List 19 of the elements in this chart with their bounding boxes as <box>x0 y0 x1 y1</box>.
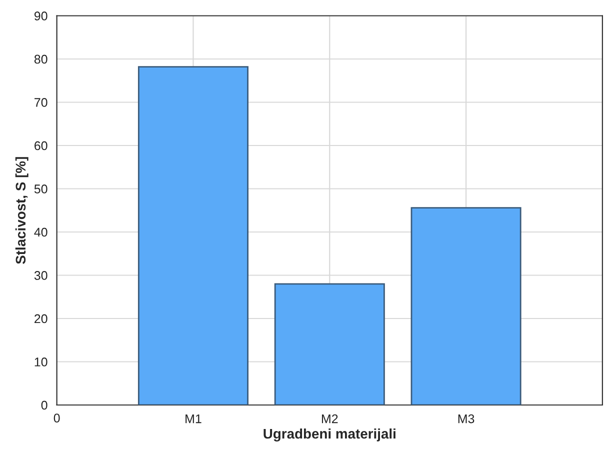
y-axis-title: Stlacivost, S [%] <box>15 157 28 264</box>
x-tick-label: M3 <box>458 414 474 424</box>
x-tick-label: M2 <box>322 414 338 424</box>
y-tick-label: 0 <box>41 400 48 410</box>
y-tick-label: 50 <box>34 184 48 194</box>
y-tick-label: 40 <box>34 228 48 237</box>
y-tick-label: 90 <box>34 12 48 20</box>
x-axis-title: Ugradbeni materijali <box>264 428 396 442</box>
y-tick-label: 70 <box>34 98 48 107</box>
y-tick-label: 20 <box>34 314 48 324</box>
y-tick-label: 80 <box>34 54 48 64</box>
bar <box>410 207 522 405</box>
y-tick-label: 60 <box>34 141 48 150</box>
x-tick-label: M1 <box>186 414 202 424</box>
bar <box>274 283 385 405</box>
text: 0 <box>54 414 60 423</box>
y-tick-label: 10 <box>34 358 48 366</box>
bar <box>138 66 248 405</box>
y-tick-label: 30 <box>34 271 48 280</box>
